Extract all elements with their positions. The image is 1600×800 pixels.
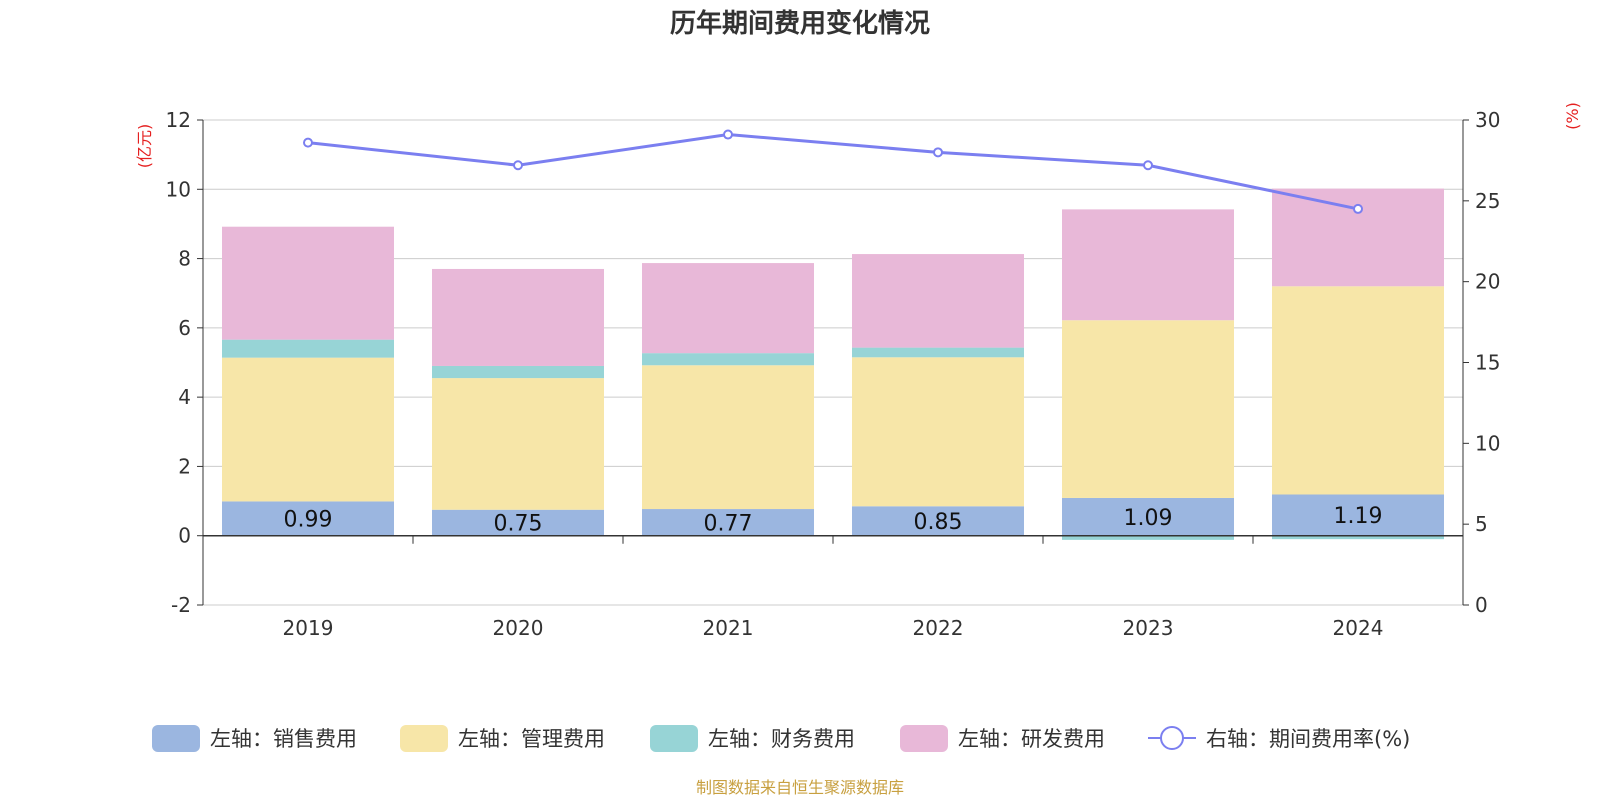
bar-segment: [432, 268, 604, 366]
bar-segment: [432, 378, 604, 510]
left-tick-label: 12: [166, 108, 191, 132]
right-tick-label: 10: [1475, 431, 1500, 455]
bar-segment: [222, 339, 394, 358]
rate-point: [513, 160, 523, 171]
right-tick-label: 5: [1475, 512, 1488, 536]
bar-segment: [222, 226, 394, 340]
rate-line-path: [307, 133, 1359, 211]
rate-point: [1353, 203, 1363, 214]
data-label: 0.75: [494, 512, 543, 537]
data-label: 0.99: [284, 508, 333, 533]
legend-swatch: [400, 725, 448, 752]
legend-swatch: [152, 725, 200, 752]
rate-point: [933, 147, 943, 158]
bar-segment: [222, 357, 394, 502]
right-tick-label: 15: [1475, 351, 1500, 375]
bars: [222, 188, 1444, 540]
bar-segment: [222, 501, 394, 536]
right-tick-label: 20: [1475, 270, 1500, 294]
legend-label: 右轴：期间费用率(%): [1206, 727, 1410, 751]
bar-segment: [1062, 320, 1234, 498]
rate-point: [303, 137, 313, 148]
data-labels: 0.99 0.75 0.77 0.85 1.09 1.19: [284, 504, 1383, 537]
bar-segment: [852, 357, 1024, 507]
left-tick-label: 6: [178, 316, 191, 340]
legend-swatch: [650, 725, 698, 752]
category-label: 2022: [913, 616, 964, 640]
axes: -2 0 2 4 6 8 10 12 0 5 10 15 20 25 30 2019 2020 2021 2022 2…: [166, 108, 1501, 640]
right-axis-unit: (%): [1563, 102, 1582, 130]
right-tick-label: 0: [1475, 593, 1488, 617]
bar-segment: [642, 353, 814, 366]
category-label: 2023: [1123, 616, 1174, 640]
bar-segment: [642, 509, 814, 536]
bar-segment: [1272, 286, 1444, 495]
chart-title: 历年期间费用变化情况: [670, 8, 930, 39]
rate-line: [303, 129, 1363, 214]
bar-segment: [432, 509, 604, 536]
left-tick-label: 10: [166, 177, 191, 201]
category-label: 2019: [283, 616, 334, 640]
bar-segment: [1272, 535, 1444, 540]
category-label: 2021: [703, 616, 754, 640]
left-tick-label: 8: [178, 247, 191, 271]
legend-label: 左轴：销售费用: [210, 727, 357, 751]
category-label: 2020: [493, 616, 544, 640]
legend-marker: [1160, 726, 1184, 750]
left-axis-unit: (亿元): [135, 124, 154, 169]
bar-segment: [432, 365, 604, 379]
data-label: 1.09: [1124, 506, 1173, 531]
data-label: 1.19: [1334, 504, 1383, 529]
left-tick-label: -2: [171, 593, 191, 617]
left-tick-label: 2: [178, 454, 191, 478]
bar-segment: [1062, 535, 1234, 540]
bar-segment: [1062, 497, 1234, 536]
category-label: 2024: [1333, 616, 1384, 640]
gridlines: [203, 119, 1463, 606]
data-label: 0.85: [914, 510, 963, 535]
legend: 左轴：销售费用 左轴：管理费用 左轴：财务费用 左轴：研发费用 右轴：期间费用率(%): [152, 725, 1410, 752]
legend-swatch: [900, 725, 948, 752]
bar-segment: [852, 254, 1024, 348]
bar-segment: [1062, 209, 1234, 321]
right-tick-label: 30: [1475, 108, 1500, 132]
rate-point: [723, 129, 733, 140]
bar-segment: [852, 347, 1024, 358]
legend-label: 左轴：管理费用: [458, 727, 605, 751]
left-tick-label: 0: [178, 524, 191, 548]
legend-label: 左轴：研发费用: [958, 727, 1105, 751]
left-tick-label: 4: [178, 385, 191, 409]
source-note: 制图数据来自恒生聚源数据库: [696, 778, 904, 797]
legend-label: 左轴：财务费用: [708, 727, 855, 751]
bar-segment: [1272, 494, 1444, 536]
bar-segment: [852, 506, 1024, 536]
bar-segment: [642, 263, 814, 354]
data-label: 0.77: [704, 511, 753, 536]
rate-point: [1143, 160, 1153, 171]
right-tick-label: 25: [1475, 189, 1500, 213]
bar-segment: [1272, 188, 1444, 287]
bar-segment: [642, 365, 814, 510]
